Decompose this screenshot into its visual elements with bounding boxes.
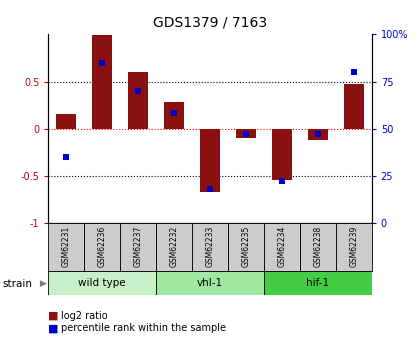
Bar [92,34,112,128]
Bar [264,223,300,271]
Text: ■: ■ [48,311,59,321]
Text: GSM62238: GSM62238 [313,226,322,267]
Bar [128,72,148,128]
Bar [308,128,328,140]
Bar [156,223,192,271]
Text: GSM62231: GSM62231 [62,226,71,267]
Text: GSM62234: GSM62234 [277,226,286,267]
Text: GSM62233: GSM62233 [205,226,215,267]
Text: GSM62232: GSM62232 [170,226,178,267]
Bar [272,128,292,180]
Bar [120,223,156,271]
Text: GSM62235: GSM62235 [241,226,250,267]
Bar [48,271,156,295]
Bar [48,223,84,271]
Text: log2 ratio: log2 ratio [61,311,108,321]
Text: strain: strain [2,279,32,288]
Bar [164,102,184,128]
Bar [236,128,256,138]
Text: GDS1379 / 7163: GDS1379 / 7163 [153,16,267,29]
Text: wild type: wild type [79,278,126,288]
Bar [56,115,76,128]
Text: percentile rank within the sample: percentile rank within the sample [61,324,226,333]
Bar [300,223,336,271]
Bar [344,84,364,128]
Bar [200,128,220,193]
Text: GSM62239: GSM62239 [349,226,358,267]
Bar [156,271,264,295]
Text: GSM62236: GSM62236 [98,226,107,267]
Bar [264,271,372,295]
Bar [192,223,228,271]
Bar [336,223,372,271]
Text: ■: ■ [48,324,59,333]
Text: hif-1: hif-1 [306,278,329,288]
Bar [228,223,264,271]
Text: vhl-1: vhl-1 [197,278,223,288]
Bar [84,223,120,271]
Text: GSM62237: GSM62237 [134,226,143,267]
